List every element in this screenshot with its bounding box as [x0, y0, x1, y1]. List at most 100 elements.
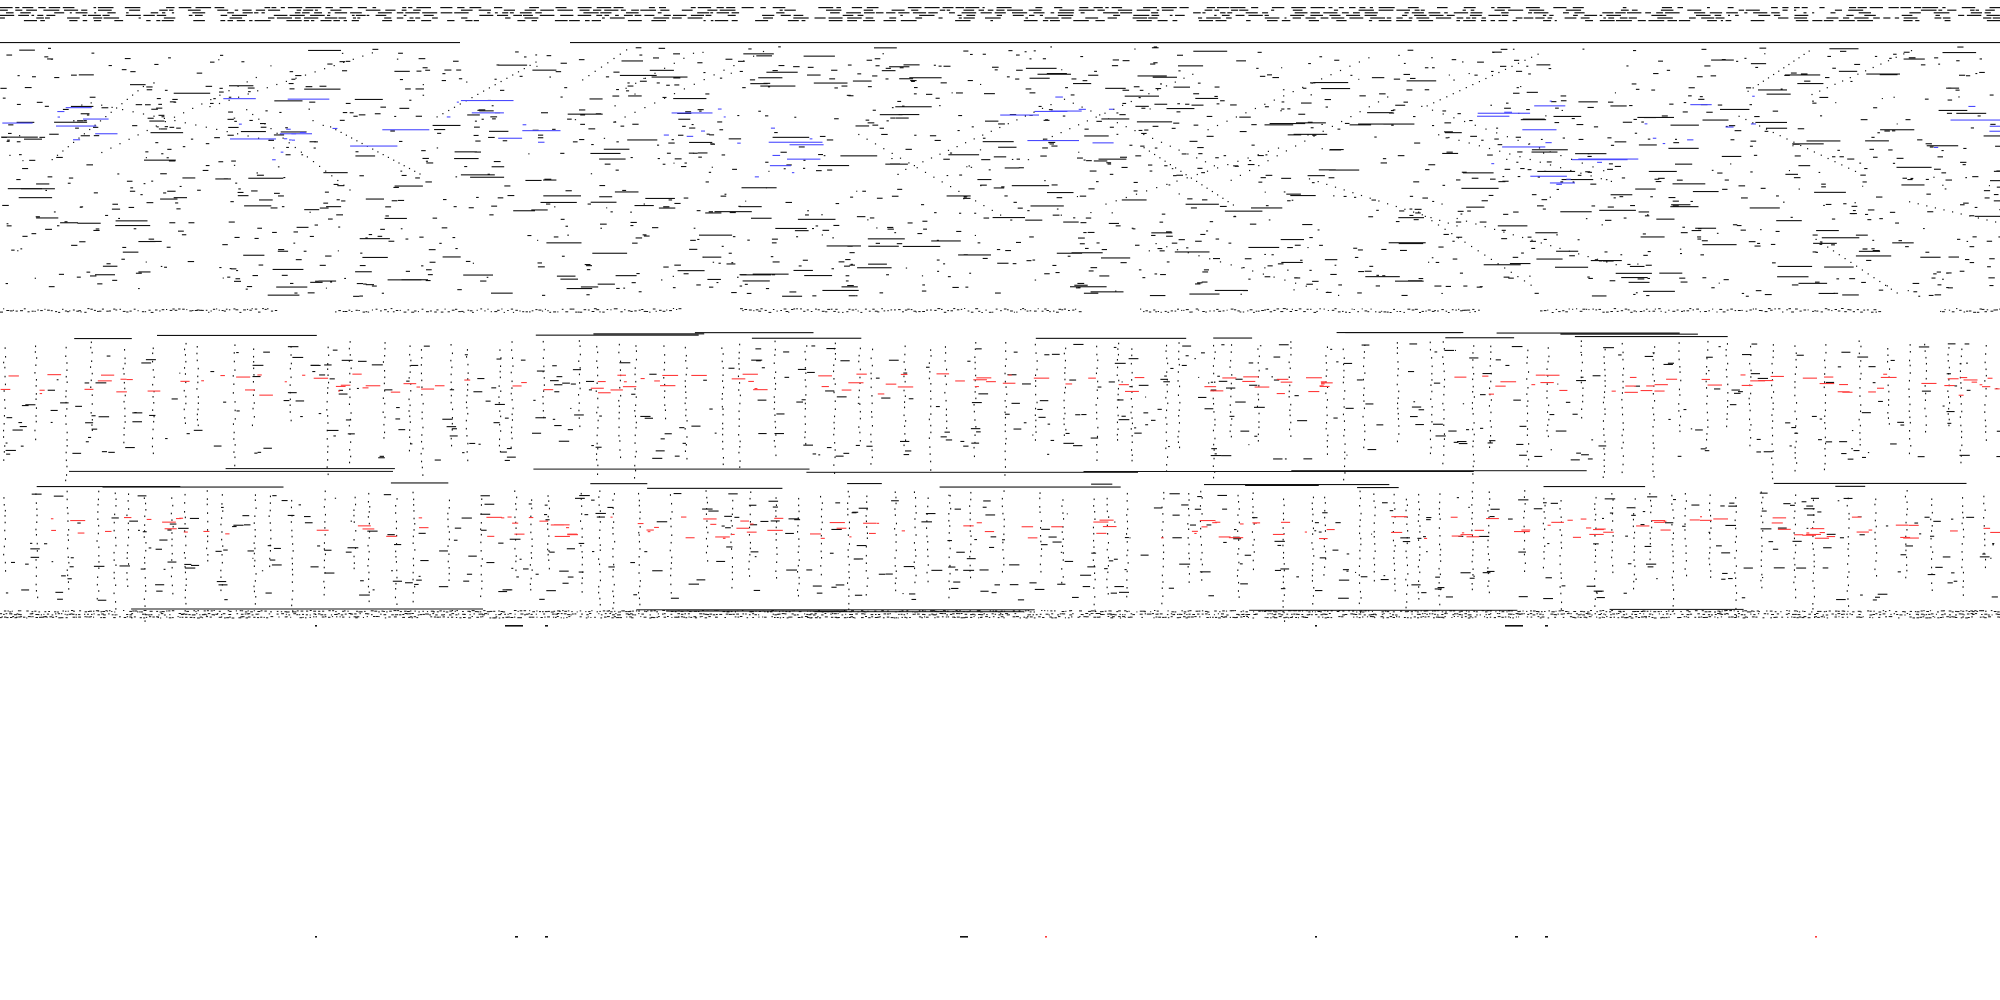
mark [722, 433, 724, 436]
mark [1652, 367, 1654, 370]
mark [1395, 221, 1400, 223]
mark [76, 310, 79, 312]
mark [302, 12, 310, 14]
mark [1462, 403, 1465, 405]
mark [239, 311, 242, 313]
mark [956, 230, 962, 232]
mark [210, 99, 212, 101]
mark [1824, 422, 1826, 424]
mark [1826, 87, 1828, 89]
mark [1401, 294, 1408, 296]
mark [1786, 138, 1788, 140]
mark [512, 407, 514, 410]
mark [1578, 158, 1639, 160]
mark [185, 381, 187, 384]
mark [1942, 52, 1977, 54]
mark [94, 124, 96, 126]
mark [565, 311, 569, 313]
mark [242, 9, 252, 11]
mark [1067, 255, 1071, 257]
mark [618, 399, 620, 402]
mark [995, 292, 1001, 294]
mark [1602, 420, 1604, 422]
mark [1464, 309, 1468, 311]
mark [1620, 310, 1624, 312]
mark [62, 150, 64, 152]
mark [1187, 198, 1193, 200]
mark [1442, 110, 1447, 112]
mark [1131, 371, 1133, 374]
mark [246, 286, 253, 288]
mark [124, 357, 126, 360]
mark [1371, 77, 1385, 79]
mark [664, 409, 666, 411]
mark [81, 104, 83, 106]
mark [1098, 158, 1127, 160]
mark [425, 69, 431, 71]
mark [826, 9, 842, 11]
mark [877, 311, 880, 313]
mark [788, 311, 790, 313]
mark [626, 49, 628, 51]
mark [620, 456, 622, 459]
mark [1794, 345, 1796, 347]
mark [666, 309, 668, 311]
mark [886, 12, 896, 14]
mark [1772, 477, 1774, 480]
mark [451, 422, 453, 425]
mark [1431, 310, 1435, 312]
mark [254, 12, 259, 14]
mark [1122, 89, 1130, 91]
mark [1603, 428, 1605, 430]
mark [1959, 309, 1962, 311]
mark [1974, 215, 2000, 217]
mark [1025, 88, 1032, 90]
mark [1191, 104, 1204, 106]
mark [1443, 433, 1445, 435]
mark [1189, 140, 1198, 142]
mark [1849, 309, 1852, 311]
mark [1197, 147, 1204, 149]
mark [1311, 82, 1313, 84]
mark [783, 308, 787, 310]
mark [1948, 378, 1950, 381]
mark [1326, 422, 1328, 424]
mark [1085, 217, 1092, 219]
mark [1005, 406, 1007, 408]
mark [122, 246, 127, 248]
mark [937, 270, 940, 272]
mark [1965, 177, 1967, 179]
mark [1234, 309, 1237, 311]
mark [755, 20, 769, 22]
mark [422, 447, 424, 450]
mark [1888, 390, 1890, 393]
mark [1889, 57, 1892, 59]
mark [519, 12, 532, 14]
mark [1291, 199, 1294, 201]
mark [1178, 409, 1180, 411]
mark [774, 433, 784, 435]
mark [420, 452, 422, 455]
mark [1069, 379, 1077, 381]
mark [1652, 426, 1654, 428]
mark [124, 415, 126, 417]
mark [1551, 312, 1554, 313]
mark [1116, 374, 1118, 376]
mark [1035, 425, 1037, 428]
mark [593, 9, 602, 11]
mark [173, 92, 211, 94]
mark [351, 14, 355, 16]
mark [1926, 193, 1931, 195]
mark [1106, 162, 1112, 164]
mark [1907, 179, 1913, 181]
mark [1960, 213, 1962, 215]
mark [560, 62, 567, 64]
mark [1754, 245, 1761, 247]
mark [248, 91, 251, 93]
mark [460, 174, 495, 176]
mark [1878, 289, 1884, 291]
mark [689, 141, 713, 143]
mark [1472, 366, 1474, 369]
mark [1161, 7, 1177, 9]
mark [1554, 122, 1560, 124]
